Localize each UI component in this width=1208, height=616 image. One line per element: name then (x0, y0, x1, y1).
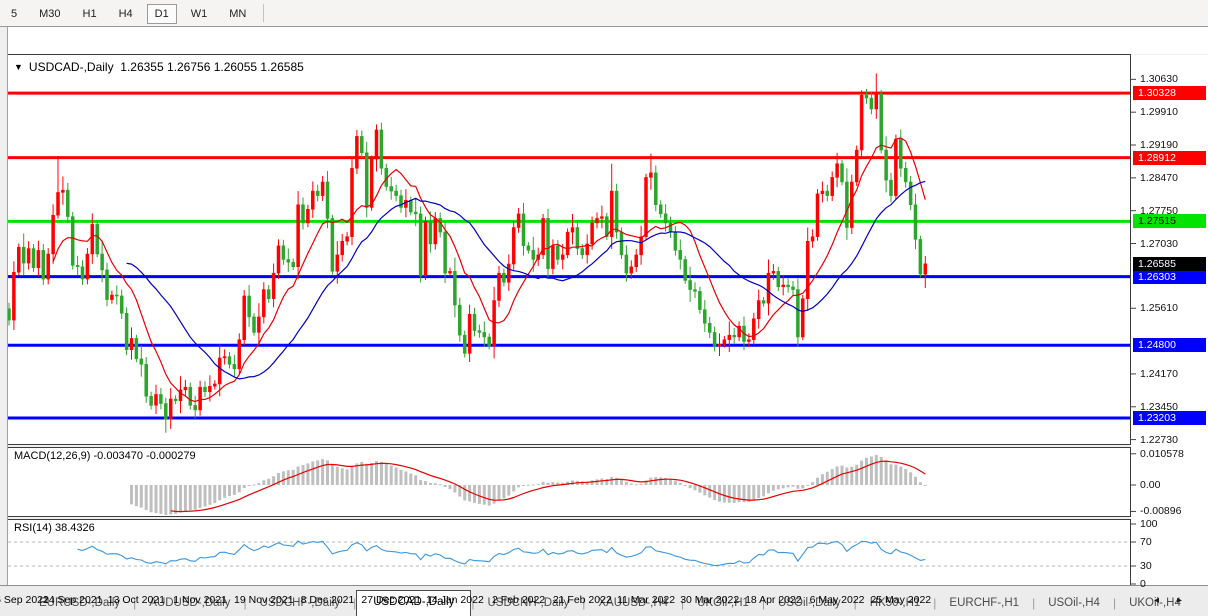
macd-axis-tick: 0.00 (1140, 479, 1161, 491)
price-axis-tick: 1.27030 (1140, 237, 1178, 250)
tab-separator: | (243, 596, 247, 610)
timeframe-button-w1[interactable]: W1 (190, 8, 208, 20)
price-axis-tick: 1.30630 (1140, 73, 1178, 86)
timeframe-button-d1[interactable]: D1 (146, 4, 177, 24)
date-axis-label: 27 Dec 2021 (361, 594, 421, 606)
toolbar-separator (263, 4, 265, 22)
date-axis-label: 18 Apr 2022 (745, 594, 802, 606)
macd-axis-tick: -0.00896 (1140, 505, 1182, 518)
tab-separator: | (582, 596, 586, 610)
tab-separator: | (471, 596, 475, 610)
date-axis-label: 21 Feb 2022 (552, 594, 612, 606)
date-axis-label: 19 Nov 2021 (234, 594, 294, 606)
price-axis-tick: 1.25610 (1140, 302, 1178, 315)
rsi-axis-tick: 30 (1140, 560, 1152, 572)
tab-separator: | (681, 596, 685, 610)
tab-separator: | (761, 596, 766, 610)
date-axis-label: 8 Dec 2021 (300, 594, 355, 606)
price-axis-tick: 1.23450 (1140, 400, 1178, 413)
chart-tab-bar: EURUSD-,Daily | AUDUSD-,Daily | USDCHF-,Dail… (0, 585, 1208, 616)
candlestick-plot (8, 73, 1130, 433)
price-axis-tick: 1.22730 (1140, 433, 1178, 446)
tab-scroll-left-icon[interactable]: ◂ (1153, 595, 1177, 606)
date-axis-label: 2 Feb 2022 (492, 594, 546, 606)
date-axis-label: 6 Sep 2021 (0, 594, 49, 606)
chart-tab-xauusd[interactable]: XAUUSD-,H4 (598, 597, 669, 609)
timeframe-button-5[interactable]: 5 (11, 8, 18, 20)
macd-axis-tick: 0.010578 (1140, 447, 1184, 460)
timeframe-button-h4[interactable]: H4 (118, 8, 133, 20)
tab-separator: | (1032, 596, 1036, 610)
rsi-plot (8, 540, 1130, 567)
macd-indicator-label: MACD(12,26,9) -0.003470 -0.000279 (14, 450, 196, 462)
chart-tab-audusd[interactable]: AUDUSD-,Daily (149, 597, 231, 609)
rsi-axis-tick: 0 (1140, 578, 1146, 590)
level-price-badge: 1.23203 (1133, 411, 1206, 425)
chart-tab-hk50[interactable]: HK50-,H1 (869, 597, 921, 609)
macd-plot (130, 454, 927, 515)
date-axis-label: 25 May 2022 (870, 594, 932, 606)
date-axis-label: 13 Oct 2021 (107, 594, 165, 606)
chart-tab-ukoil[interactable]: UKOil-,H1 (697, 597, 749, 609)
timeframe-toolbar: 5 M30 H1 H4 D1 W1 MN (0, 0, 1208, 27)
chart-tab-ukoil[interactable]: UKOil-,H4 (1129, 597, 1181, 609)
price-axis-tick: 1.29190 (1140, 139, 1178, 151)
tab-scroll-right-icon[interactable]: ▸ (1176, 595, 1200, 606)
chart-tab-usdcad[interactable]: USDCAD-,Daily (356, 590, 472, 616)
timeframe-button-mn[interactable]: MN (229, 8, 247, 20)
chart-canvas[interactable] (0, 27, 1208, 616)
level-price-badge: 1.27515 (1133, 214, 1206, 229)
date-axis-label: 24 Sep 2021 (42, 594, 103, 606)
price-axis-tick: 1.28470 (1140, 171, 1178, 184)
level-price-badge: 1.24800 (1133, 338, 1206, 353)
timeframe-button-h1[interactable]: H1 (82, 8, 97, 20)
chart-ohlc-values: 1.26355 1.26756 1.26055 1.26585 (120, 60, 304, 74)
chart-title: ▼ USDCAD-,Daily 1.26355 1.26756 1.26055 1… (14, 60, 304, 74)
rsi-axis-tick: 70 (1140, 536, 1152, 548)
tab-separator: | (133, 596, 137, 610)
price-chart[interactable]: ▼ USDCAD-,Daily 1.26355 1.26756 1.26055 1… (0, 27, 1208, 616)
chart-tab-usdchf[interactable]: USDCHF-,Daily (259, 597, 341, 609)
price-axis-tick: 1.27750 (1140, 204, 1178, 217)
tab-separator: | (1112, 596, 1117, 610)
date-axis-label: 30 Mar 2022 (680, 594, 740, 606)
date-axis-label: 14 Jan 2022 (425, 594, 484, 606)
chart-tab-eurchf[interactable]: EURCHF-,H1 (949, 597, 1020, 609)
chart-tab-usdcnh[interactable]: USDCNH-,Daily (487, 597, 570, 609)
rsi-indicator-label: RSI(14) 38.4326 (14, 522, 95, 534)
chart-tab-eurusd[interactable]: EURUSD-,Daily (39, 597, 121, 609)
level-price-badge: 1.28912 (1133, 150, 1206, 165)
chart-tab-usoil[interactable]: USOil-,Daily (778, 597, 841, 609)
level-price-badge: 1.26303 (1133, 269, 1206, 284)
current-price-badge: 1.26585 (1133, 256, 1206, 271)
chart-tab-usoil[interactable]: USOil-,H4 (1048, 597, 1100, 609)
tab-separator: | (353, 596, 357, 610)
chart-dropdown-icon[interactable]: ▼ (14, 62, 23, 72)
timeframe-button-m30[interactable]: M30 (39, 8, 61, 20)
price-axis-tick: 1.24170 (1140, 367, 1178, 380)
tab-separator: | (933, 596, 937, 610)
date-axis-label: 6 May 2022 (809, 594, 865, 606)
date-axis-label: 1 Nov 2021 (173, 594, 227, 606)
window-left-edge (0, 27, 8, 616)
tab-separator: | (853, 596, 857, 610)
price-axis-tick: 1.29910 (1140, 106, 1178, 119)
chart-symbol-label: USDCAD-,Daily (28, 60, 114, 74)
date-axis-label: 11 Mar 2022 (616, 594, 676, 606)
level-price-badge: 1.30328 (1133, 86, 1206, 101)
rsi-axis-tick: 100 (1140, 518, 1158, 530)
